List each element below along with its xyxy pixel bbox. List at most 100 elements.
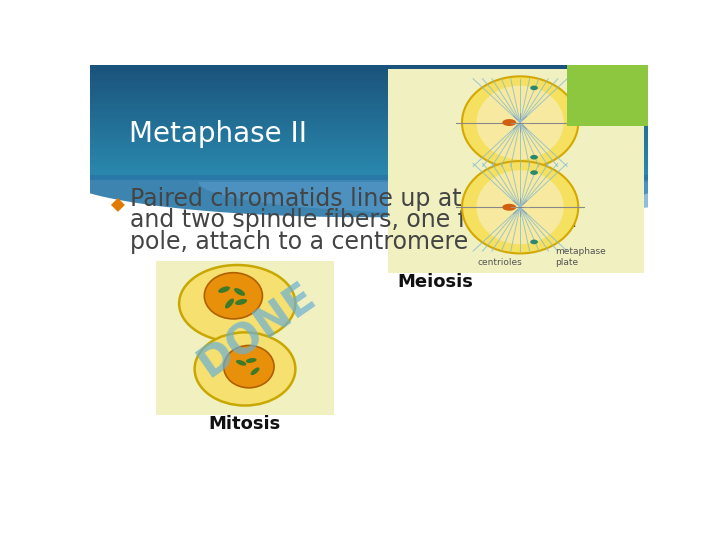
Bar bbox=[90, 106, 648, 107]
Bar bbox=[90, 85, 648, 87]
Bar bbox=[90, 178, 648, 179]
Ellipse shape bbox=[235, 299, 247, 305]
Bar bbox=[90, 171, 648, 172]
Bar bbox=[90, 158, 648, 159]
Bar bbox=[90, 117, 648, 118]
Polygon shape bbox=[111, 198, 125, 212]
Bar bbox=[90, 98, 648, 99]
Bar bbox=[90, 120, 648, 122]
Ellipse shape bbox=[251, 367, 259, 375]
Ellipse shape bbox=[204, 273, 262, 319]
Bar bbox=[90, 148, 648, 149]
Ellipse shape bbox=[462, 161, 578, 253]
Bar bbox=[90, 129, 648, 130]
Bar bbox=[90, 65, 648, 66]
Bar bbox=[90, 122, 648, 123]
Bar bbox=[90, 169, 648, 170]
Bar bbox=[90, 84, 648, 85]
Bar bbox=[90, 159, 648, 161]
Bar bbox=[90, 70, 648, 71]
Ellipse shape bbox=[503, 119, 516, 126]
Bar bbox=[90, 172, 648, 173]
Text: Mitosis: Mitosis bbox=[209, 415, 281, 434]
Bar bbox=[90, 124, 648, 125]
Ellipse shape bbox=[194, 333, 295, 406]
Text: Metaphase II: Metaphase II bbox=[129, 120, 307, 148]
Bar bbox=[90, 176, 648, 177]
Bar bbox=[90, 131, 648, 132]
Bar bbox=[90, 165, 648, 166]
Bar bbox=[90, 92, 648, 93]
Bar bbox=[90, 177, 648, 178]
Bar bbox=[90, 164, 648, 165]
Bar bbox=[90, 80, 648, 81]
Ellipse shape bbox=[477, 170, 564, 244]
Bar bbox=[90, 179, 648, 180]
Bar bbox=[90, 132, 648, 133]
Bar bbox=[90, 118, 648, 119]
Ellipse shape bbox=[179, 265, 295, 342]
Bar bbox=[90, 134, 648, 135]
Bar bbox=[90, 95, 648, 96]
Ellipse shape bbox=[530, 240, 538, 244]
Ellipse shape bbox=[462, 76, 578, 168]
Bar bbox=[90, 149, 648, 150]
Bar bbox=[90, 155, 648, 156]
Ellipse shape bbox=[530, 170, 538, 175]
Bar bbox=[90, 139, 648, 140]
Bar bbox=[90, 130, 648, 131]
Bar bbox=[90, 67, 648, 68]
Bar bbox=[90, 162, 648, 163]
Bar bbox=[90, 141, 648, 142]
Bar bbox=[90, 109, 648, 110]
Bar bbox=[90, 71, 648, 72]
Bar bbox=[90, 91, 648, 92]
Ellipse shape bbox=[236, 360, 246, 366]
Bar bbox=[90, 156, 648, 157]
Text: metaphase
plate: metaphase plate bbox=[555, 247, 606, 267]
Bar bbox=[90, 90, 648, 91]
Bar bbox=[90, 112, 648, 113]
Ellipse shape bbox=[503, 204, 516, 211]
Bar bbox=[90, 88, 648, 89]
Bar bbox=[90, 123, 648, 124]
Bar bbox=[90, 113, 648, 114]
Bar bbox=[90, 125, 648, 126]
Bar bbox=[90, 97, 648, 98]
Bar bbox=[90, 146, 648, 147]
Bar bbox=[90, 119, 648, 120]
Bar bbox=[90, 138, 648, 139]
Polygon shape bbox=[199, 182, 720, 214]
Bar bbox=[90, 107, 648, 109]
Bar bbox=[90, 83, 648, 84]
Text: DONE: DONE bbox=[190, 275, 323, 386]
Bar bbox=[90, 154, 648, 155]
Bar bbox=[90, 87, 648, 88]
Ellipse shape bbox=[530, 85, 538, 90]
Bar bbox=[90, 74, 648, 75]
Bar bbox=[90, 137, 648, 138]
Bar bbox=[156, 261, 334, 415]
Bar bbox=[90, 133, 648, 134]
Bar bbox=[90, 76, 648, 78]
Bar bbox=[90, 150, 648, 151]
Bar bbox=[90, 100, 648, 102]
Text: and two spindle fibers, one from each: and two spindle fibers, one from each bbox=[130, 208, 577, 232]
Ellipse shape bbox=[234, 288, 245, 296]
Bar bbox=[90, 89, 648, 90]
Bar bbox=[90, 75, 648, 76]
Bar bbox=[90, 167, 648, 168]
Bar bbox=[90, 174, 648, 176]
Polygon shape bbox=[59, 175, 679, 217]
Bar bbox=[90, 145, 648, 146]
Bar bbox=[90, 142, 648, 143]
Bar bbox=[90, 99, 648, 100]
Bar bbox=[90, 96, 648, 97]
Bar bbox=[90, 104, 648, 105]
Text: centrioles: centrioles bbox=[477, 258, 522, 267]
Ellipse shape bbox=[246, 358, 256, 363]
Bar bbox=[90, 93, 648, 95]
Bar bbox=[90, 173, 648, 174]
Bar bbox=[90, 82, 648, 83]
Text: Meiosis: Meiosis bbox=[397, 273, 473, 291]
